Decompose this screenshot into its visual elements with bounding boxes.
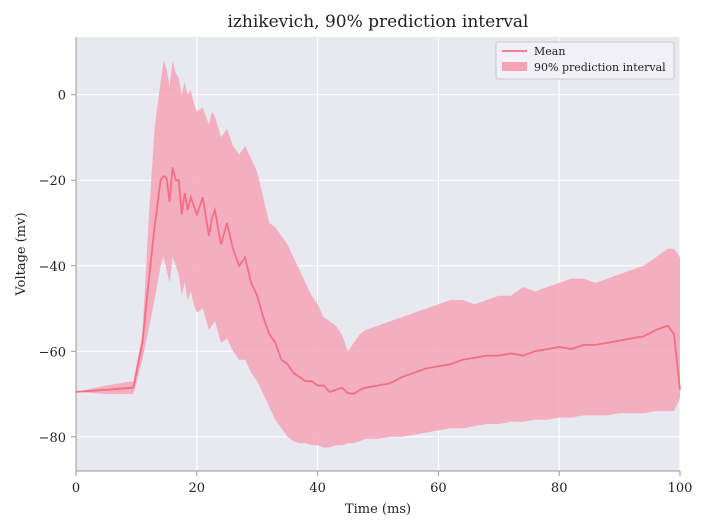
mean-line (75, 167, 681, 395)
x-axis-label: Time (ms) (345, 502, 411, 517)
y-tick-label: −20 (39, 174, 66, 189)
y-ticks: 0 −20 −40 −60 −80 (39, 89, 76, 446)
y-tick-label: −60 (39, 345, 66, 360)
chart-title: izhikevich, 90% prediction interval (228, 12, 529, 32)
prediction-interval-band (76, 60, 680, 448)
x-tick-label: 60 (430, 481, 447, 496)
y-tick-label: 0 (58, 89, 66, 104)
legend-interval-swatch (502, 62, 527, 71)
y-tick-label: −40 (39, 260, 66, 275)
legend-interval-label: 90% prediction interval (534, 61, 666, 74)
x-ticks: 0 20 40 60 80 100 (72, 471, 693, 496)
legend-mean-label: Mean (534, 45, 565, 58)
legend-box (495, 41, 675, 80)
x-tick-label: 40 (309, 481, 326, 496)
x-tick-label: 20 (189, 481, 206, 496)
y-axis-label: Voltage (mv) (14, 212, 29, 296)
x-tick-label: 100 (668, 481, 693, 496)
y-tick-label: −80 (39, 431, 66, 446)
x-tick-label: 80 (551, 481, 568, 496)
x-tick-label: 0 (72, 481, 80, 496)
legend: Mean 90% prediction interval (495, 41, 675, 80)
